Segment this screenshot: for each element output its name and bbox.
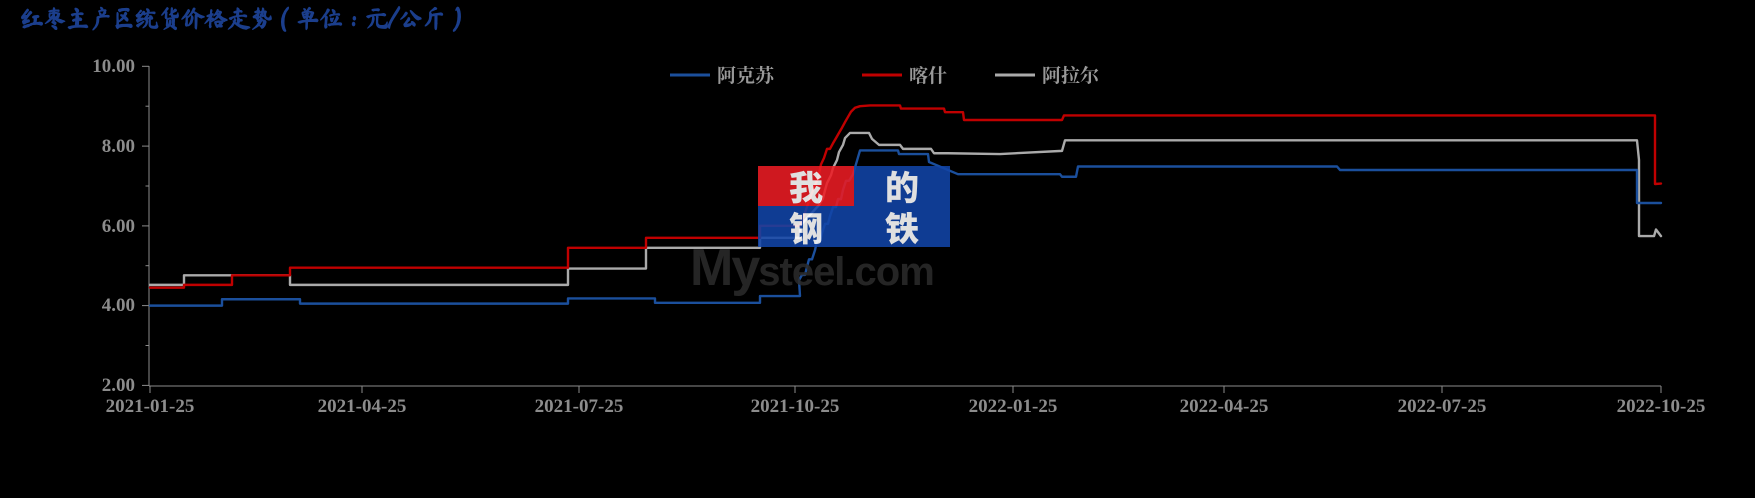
svg-text:2021-04-25: 2021-04-25 [318, 396, 407, 417]
svg-text:阿克苏: 阿克苏 [717, 61, 776, 88]
svg-text:2.00: 2.00 [102, 375, 135, 396]
svg-text:阿拉尔: 阿拉尔 [1042, 61, 1100, 88]
svg-text:4.00: 4.00 [102, 295, 135, 316]
svg-text:2022-04-25: 2022-04-25 [1180, 396, 1269, 417]
svg-text:2021-10-25: 2021-10-25 [751, 396, 840, 417]
svg-text:8.00: 8.00 [102, 136, 135, 157]
svg-text:2022-07-25: 2022-07-25 [1398, 396, 1487, 417]
svg-text:2022-01-25: 2022-01-25 [969, 396, 1058, 417]
svg-text:2021-07-25: 2021-07-25 [535, 396, 624, 417]
svg-text:10.00: 10.00 [92, 56, 135, 77]
svg-text:6.00: 6.00 [102, 216, 135, 237]
svg-text:2021-01-25: 2021-01-25 [106, 396, 195, 417]
svg-text:喀什: 喀什 [909, 61, 947, 88]
svg-text:2022-10-25: 2022-10-25 [1617, 396, 1706, 417]
